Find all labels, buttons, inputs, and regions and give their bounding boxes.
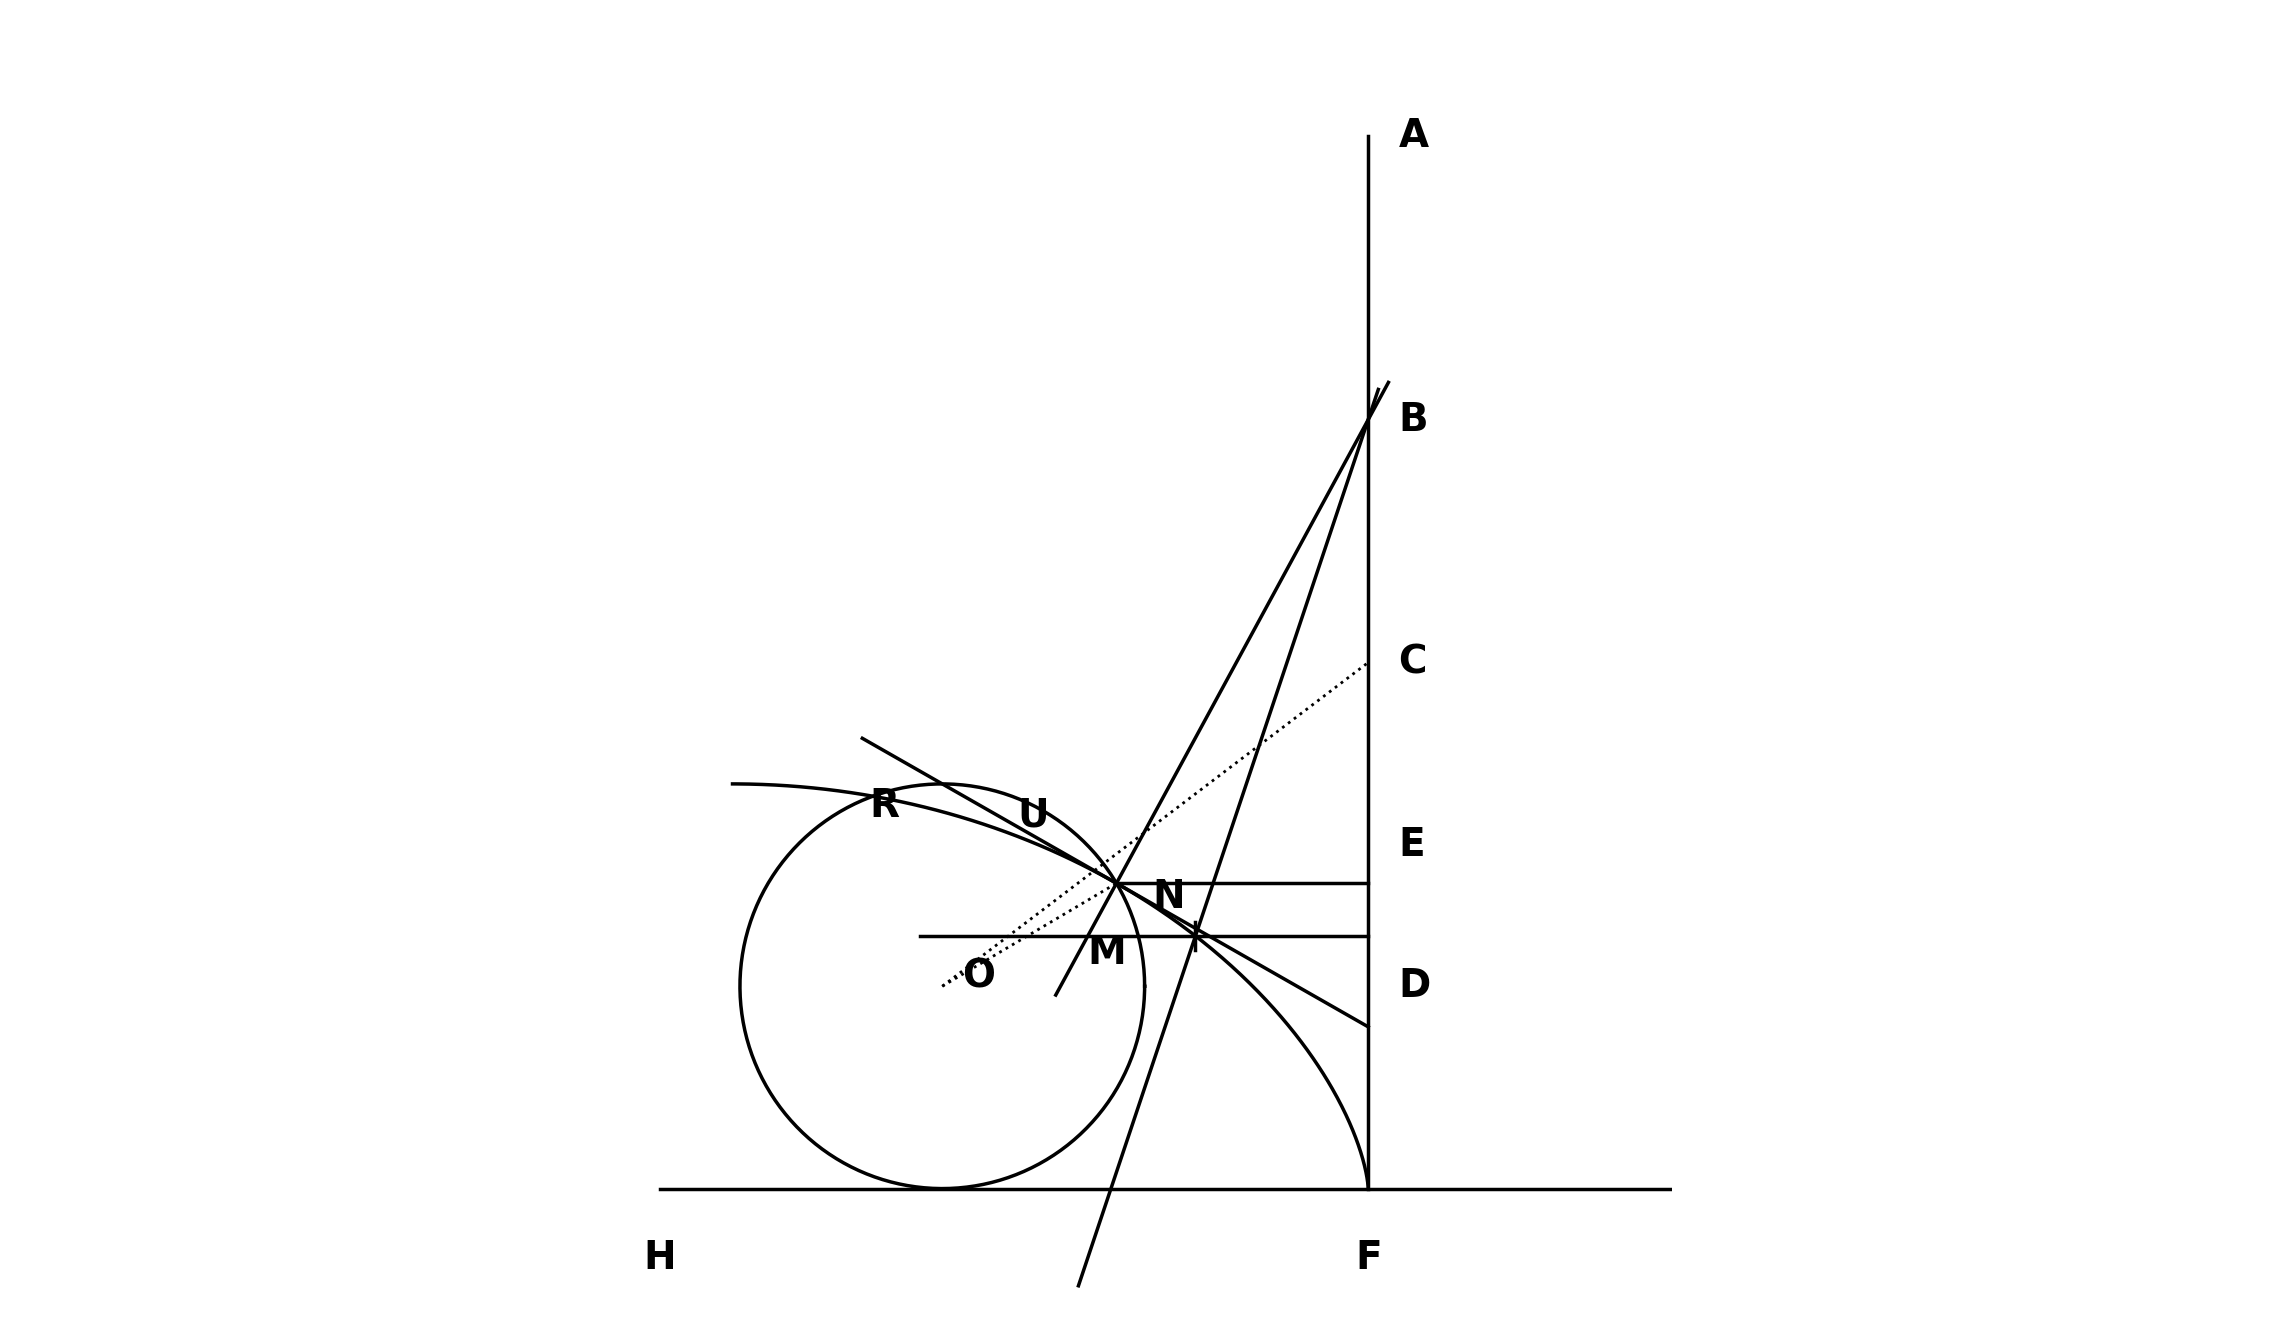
Text: O: O <box>963 957 995 995</box>
Text: H: H <box>643 1239 677 1277</box>
Text: D: D <box>1399 967 1431 1006</box>
Text: R: R <box>870 787 899 825</box>
Text: N: N <box>1154 877 1185 916</box>
Text: M: M <box>1088 934 1126 971</box>
Text: B: B <box>1399 400 1428 439</box>
Text: F: F <box>1356 1239 1381 1277</box>
Text: E: E <box>1399 825 1426 864</box>
Text: C: C <box>1399 644 1426 681</box>
Text: U: U <box>1017 796 1049 835</box>
Text: A: A <box>1399 118 1428 155</box>
